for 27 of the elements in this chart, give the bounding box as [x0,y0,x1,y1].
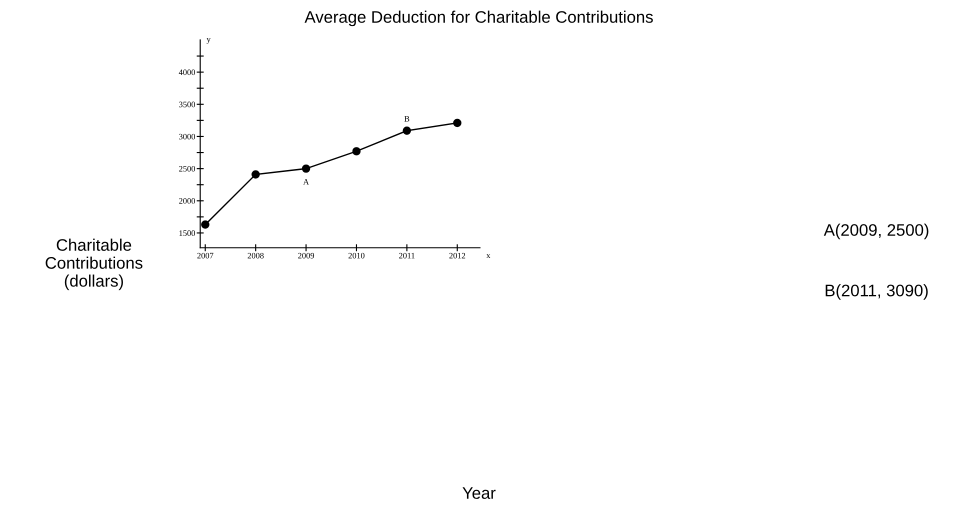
text: x [486,254,490,258]
point [402,126,412,135]
y-tick-label: 1500 [179,230,196,236]
x-tick-label: 2007 [197,252,214,258]
x-tick-label: 2012 [449,252,466,258]
x-tick-label: 2011 [399,252,415,258]
text: Year [462,487,496,499]
point [352,147,361,156]
x-tick-label: 2010 [348,252,364,258]
text: A(2009, 2500) [824,224,928,240]
y-tick-label: 2500 [179,166,196,172]
annotation: B [404,116,410,122]
point [201,220,210,229]
annotation: A [303,179,310,185]
y-axis-title: Charitable Contributions (dollars) [46,238,142,290]
point [302,164,310,173]
point [453,118,462,128]
text: B(2011, 3090) [826,284,928,300]
annotation: y [206,38,211,44]
y-tick-label: 3000 [179,134,196,140]
y-tick-label: 3500 [179,102,196,108]
y-tick-label: 4000 [178,69,196,76]
x-tick-label: 2008 [248,252,264,258]
x-tick-label: 2009 [298,252,314,258]
y-tick-label: 2000 [179,198,196,204]
point [252,170,260,179]
chart-title: Average Deduction for Charitable Contributions [304,10,653,26]
